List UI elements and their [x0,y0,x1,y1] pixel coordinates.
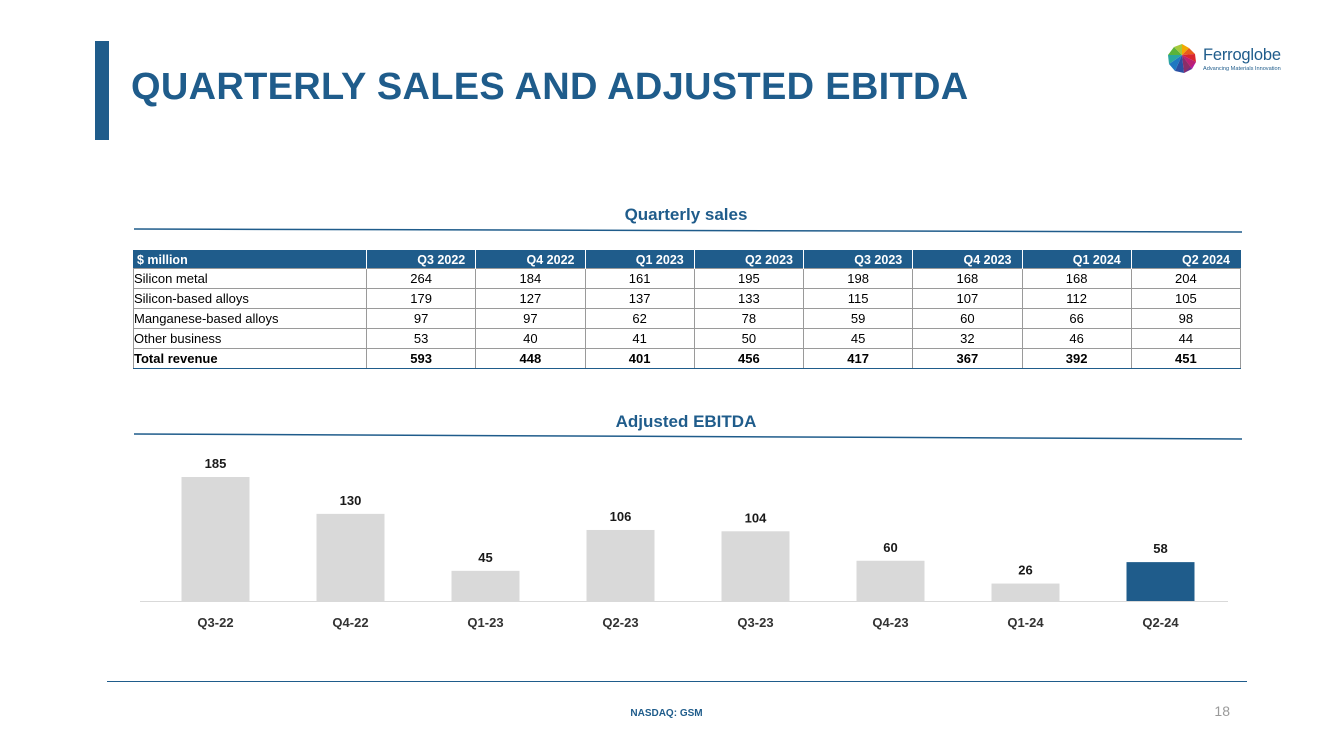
bar-q4-22 [316,513,385,601]
bar-q4-23 [856,560,925,601]
table-cell: 45 [802,328,914,349]
table-cell: 97 [365,308,477,329]
column-header: Q1 2023 [585,250,695,269]
data-label-q1-23: 45 [478,550,492,565]
table-row: Other business 53 40 41 50 45 32 46 44 [133,328,1242,349]
title-accent-bar [95,41,109,140]
x-tick-label: Q3-23 [737,615,773,630]
table-row: Manganese-based alloys 97 97 62 78 59 60… [133,308,1242,329]
data-label-q3-23: 104 [745,510,767,525]
table-row: Silicon-based alloys 179 127 137 133 115… [133,288,1242,309]
table-cell: 204 [1130,268,1242,289]
table-cell: 66 [1021,308,1132,329]
table-cell: 105 [1130,288,1242,309]
column-header: Q2 2023 [694,250,805,269]
table-cell: 451 [1130,348,1242,369]
row-label: Total revenue [133,348,367,369]
table-cell: 198 [802,268,914,289]
table-cell: 115 [802,288,914,309]
bar-q1-24 [991,583,1060,601]
logo-wordmark: Ferroglobe [1203,46,1281,64]
column-header: Q2 2024 [1131,250,1241,269]
table-cell: 168 [912,268,1023,289]
table-cell: 195 [693,268,805,289]
quarterly-sales-table: $ million Q3 2022 Q4 2022 Q1 2023 Q2 202… [133,250,1242,369]
table-cell: 46 [1021,328,1132,349]
data-label-q2-23: 106 [610,509,632,524]
table-cell: 98 [1130,308,1242,329]
column-header: $ million [133,250,367,269]
total-row: Total revenue 593 448 401 456 417 367 39… [133,348,1242,369]
x-tick-label: Q1-23 [467,615,503,630]
column-header: Q4 2022 [475,250,586,269]
data-label-q3-22: 185 [205,456,227,471]
table-cell: 107 [912,288,1023,309]
column-header: Q3 2023 [803,250,914,269]
table-cell: 456 [693,348,805,369]
data-label-q4-22: 130 [340,493,362,508]
row-label: Silicon-based alloys [133,288,367,309]
page-number: 18 [1214,703,1230,719]
bar-q2-24 [1126,562,1195,601]
table-cell: 97 [475,308,586,329]
table-cell: 401 [584,348,695,369]
table-cell: 367 [912,348,1023,369]
x-tick-label: Q4-23 [872,615,908,630]
table-cell: 59 [802,308,914,329]
table-cell: 127 [475,288,586,309]
data-label-q4-23: 60 [883,540,897,555]
table-cell: 593 [365,348,477,369]
table-cell: 78 [693,308,805,329]
ebitda-title-rule [134,433,1242,440]
x-tick-label: Q1-24 [1007,615,1044,630]
table-cell: 133 [693,288,805,309]
data-label-q2-24: 58 [1153,541,1167,556]
row-label: Silicon metal [133,268,367,289]
logo-tagline: Advancing Materials Innovation [1203,66,1281,72]
bar-q2-23 [586,529,655,601]
table-cell: 40 [475,328,586,349]
table-header-row: $ million Q3 2022 Q4 2022 Q1 2023 Q2 202… [133,250,1241,269]
footer-ticker: NASDAQ: GSM [630,708,703,719]
data-label-q1-24: 26 [1018,563,1032,578]
page-title: QUARTERLY SALES AND ADJUSTED EBITDA [131,66,969,108]
globe-icon [1168,44,1196,73]
footer-rule [107,681,1247,682]
row-label: Other business [133,328,367,349]
table-cell: 112 [1021,288,1132,309]
table-cell: 179 [365,288,477,309]
table-cell: 264 [365,268,477,289]
row-label: Manganese-based alloys [133,308,367,329]
ebitda-bar-chart: 185 Q3-22 130 Q4-22 45 Q1-23 106 Q2-23 104 Q3-23 6… [140,456,1228,630]
table-cell: 168 [1021,268,1132,289]
column-header: Q3 2022 [366,250,477,269]
table-cell: 448 [475,348,586,369]
x-tick-label: Q2-23 [602,615,638,630]
table-cell: 184 [475,268,586,289]
bar-q3-23 [721,531,790,601]
x-tick-label: Q2-24 [1142,615,1179,630]
table-cell: 161 [584,268,695,289]
sales-section-title: Quarterly sales [624,205,748,224]
ebitda-section-title: Adjusted EBITDA [615,412,757,431]
sales-title-rule [134,228,1242,233]
table-cell: 137 [584,288,695,309]
table-row: Silicon metal 264 184 161 195 198 168 16… [133,268,1242,289]
ferroglobe-logo: Ferroglobe Advancing Materials Innovatio… [1166,43,1296,77]
table-cell: 392 [1021,348,1132,369]
x-tick-label: Q3-22 [197,615,233,630]
table-cell: 32 [912,328,1023,349]
table-cell: 417 [802,348,914,369]
table-cell: 60 [912,308,1023,329]
bar-q1-23 [451,570,520,601]
table-cell: 41 [584,328,695,349]
table-cell: 62 [584,308,695,329]
column-header: Q1 2024 [1022,250,1132,269]
bar-q3-22 [181,477,250,601]
column-header: Q4 2023 [912,250,1023,269]
table-cell: 50 [693,328,805,349]
table-cell: 44 [1130,328,1242,349]
x-tick-label: Q4-22 [332,615,368,630]
table-cell: 53 [365,328,477,349]
